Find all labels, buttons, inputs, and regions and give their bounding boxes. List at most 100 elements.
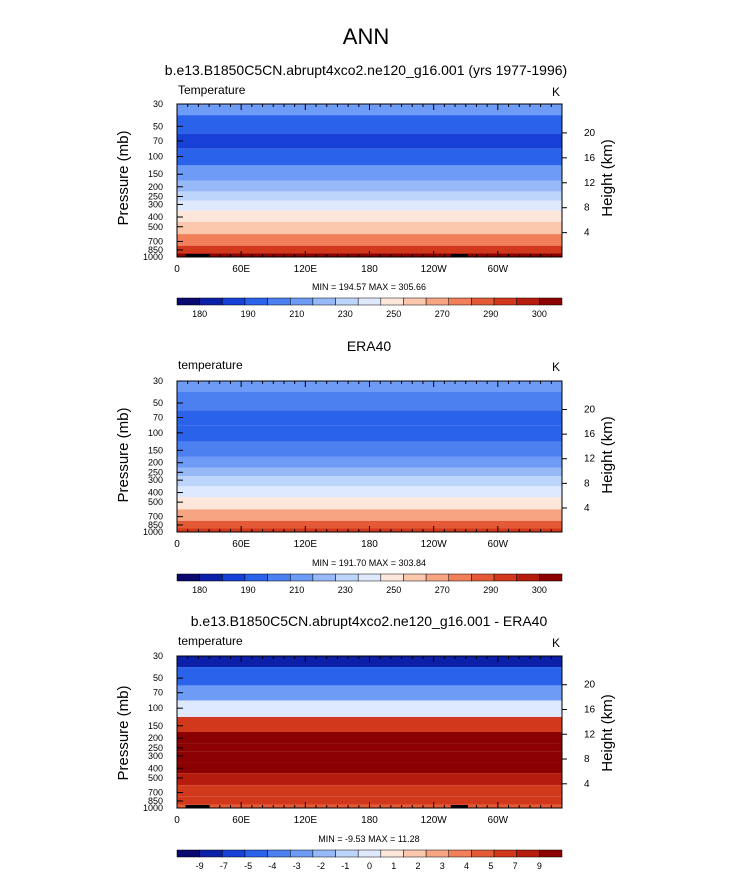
x-tick-label: 0 bbox=[174, 539, 180, 550]
x-tick-label: 180 bbox=[361, 539, 378, 550]
colorbar-label: -3 bbox=[293, 861, 301, 871]
colorbar-swatch bbox=[289, 297, 314, 306]
height-tick-label: 4 bbox=[584, 779, 590, 790]
contour-band bbox=[177, 773, 562, 786]
colorbar-swatch bbox=[267, 297, 291, 306]
colorbar-swatch bbox=[516, 297, 540, 306]
panel-2-ylabel-right: Height (km) bbox=[599, 416, 616, 494]
colorbar-label: 7 bbox=[513, 861, 518, 871]
y-tick-label: 70 bbox=[153, 688, 163, 698]
panel-2-variable-label: temperature bbox=[178, 358, 243, 372]
y-tick-label: 1000 bbox=[143, 252, 163, 262]
colorbar-swatch bbox=[516, 573, 540, 582]
panel-1-variable-label: Temperature bbox=[178, 83, 246, 97]
y-tick-label: 50 bbox=[153, 398, 163, 408]
colorbar-label: 5 bbox=[488, 861, 493, 871]
colorbar-swatch bbox=[244, 297, 268, 306]
x-tick-label: 60W bbox=[488, 539, 509, 550]
colorbar-swatch bbox=[289, 849, 314, 858]
y-tick-label: 200 bbox=[148, 733, 163, 743]
contour-band bbox=[177, 732, 562, 744]
panel-3-variable-label: temperature bbox=[178, 634, 243, 648]
colorbar-label: 270 bbox=[435, 309, 450, 319]
colorbar-label: 270 bbox=[435, 585, 450, 595]
y-tick-label: 500 bbox=[148, 222, 163, 232]
colorbar-swatch bbox=[539, 573, 563, 582]
height-tick-label: 20 bbox=[584, 680, 596, 691]
contour-band bbox=[177, 667, 562, 686]
contour-band bbox=[177, 391, 562, 411]
panel-1-stats: MIN = 194.57 MAX = 305.66 bbox=[312, 282, 426, 292]
colorbar-swatch bbox=[335, 297, 359, 306]
colorbar-swatch bbox=[267, 573, 291, 582]
contour-band bbox=[177, 509, 562, 521]
contour-band bbox=[177, 180, 562, 192]
colorbar-swatch bbox=[493, 297, 517, 306]
y-tick-label: 250 bbox=[148, 743, 163, 753]
x-tick-label: 120E bbox=[294, 264, 318, 275]
panel-1-plot: 0 60E 120E 180 120W 60W3050701001502002503004… bbox=[143, 99, 596, 319]
y-tick-label: 250 bbox=[148, 192, 163, 202]
x-tick-label: 180 bbox=[361, 264, 378, 275]
topography-mask bbox=[185, 254, 210, 257]
y-tick-label: 150 bbox=[148, 169, 163, 179]
contour-band bbox=[177, 210, 562, 222]
colorbar-label: -7 bbox=[220, 861, 228, 871]
colorbar-label: -4 bbox=[268, 861, 276, 871]
y-tick-label: 850 bbox=[148, 245, 163, 255]
y-tick-label: 250 bbox=[148, 467, 163, 477]
height-tick-label: 16 bbox=[584, 704, 596, 715]
colorbar-swatch bbox=[403, 849, 427, 858]
colorbar-swatch bbox=[471, 573, 495, 582]
colorbar-swatch bbox=[471, 849, 495, 858]
y-tick-label: 300 bbox=[148, 751, 163, 761]
colorbar-swatch bbox=[425, 849, 450, 858]
panel-2-units: K bbox=[552, 360, 560, 374]
colorbar-swatch bbox=[244, 849, 268, 858]
panel-3-title: b.e13.B1850C5CN.abrupt4xco2.ne120_g16.00… bbox=[191, 613, 548, 629]
contour-band bbox=[177, 497, 562, 510]
contour-band bbox=[177, 191, 562, 201]
colorbar-swatch bbox=[176, 573, 200, 582]
colorbar-swatch bbox=[448, 849, 472, 858]
colorbar-swatch bbox=[448, 297, 472, 306]
x-tick-label: 60W bbox=[488, 815, 509, 826]
contour-band bbox=[177, 785, 562, 797]
contour-band bbox=[177, 486, 562, 498]
y-tick-label: 400 bbox=[148, 212, 163, 222]
colorbar-label: 1 bbox=[391, 861, 396, 871]
colorbar-label: 290 bbox=[483, 309, 498, 319]
panel-2-plot: 0 60E 120E 180 120W 60W3050701001502002503004… bbox=[143, 376, 596, 595]
colorbar-swatch bbox=[539, 297, 563, 306]
panel-3-stats: MIN = -9.53 MAX = 11.28 bbox=[318, 834, 419, 844]
colorbar-swatch bbox=[335, 573, 359, 582]
y-tick-label: 70 bbox=[153, 136, 163, 146]
height-tick-label: 20 bbox=[584, 405, 596, 416]
colorbar-label: 9 bbox=[537, 861, 542, 871]
y-tick-label: 150 bbox=[148, 721, 163, 731]
height-tick-label: 20 bbox=[584, 128, 596, 139]
contour-band bbox=[177, 425, 562, 442]
y-tick-label: 700 bbox=[148, 236, 163, 246]
colorbar-swatch bbox=[357, 573, 382, 582]
colorbar-swatch bbox=[493, 849, 517, 858]
x-tick-label: 120E bbox=[294, 539, 318, 550]
panel-1-units: K bbox=[552, 85, 560, 99]
colorbar-swatch bbox=[493, 573, 517, 582]
colorbar-label: 210 bbox=[289, 585, 304, 595]
panel-2: ERA40 temperature K Pressure (mb) Height… bbox=[115, 338, 616, 595]
contour-band bbox=[177, 762, 562, 774]
y-tick-label: 100 bbox=[148, 703, 163, 713]
panel-3: b.e13.B1850C5CN.abrupt4xco2.ne120_g16.00… bbox=[115, 613, 616, 871]
panel-3-units: K bbox=[552, 636, 560, 650]
colorbar-label: 4 bbox=[464, 861, 469, 871]
x-tick-label: 120W bbox=[421, 539, 448, 550]
panel-2-ylabel: Pressure (mb) bbox=[115, 407, 132, 502]
contour-band bbox=[177, 467, 562, 477]
y-tick-label: 850 bbox=[148, 796, 163, 806]
colorbar-swatch bbox=[425, 573, 450, 582]
y-tick-label: 700 bbox=[148, 788, 163, 798]
colorbar-swatch bbox=[448, 573, 472, 582]
contour-band bbox=[177, 751, 562, 763]
